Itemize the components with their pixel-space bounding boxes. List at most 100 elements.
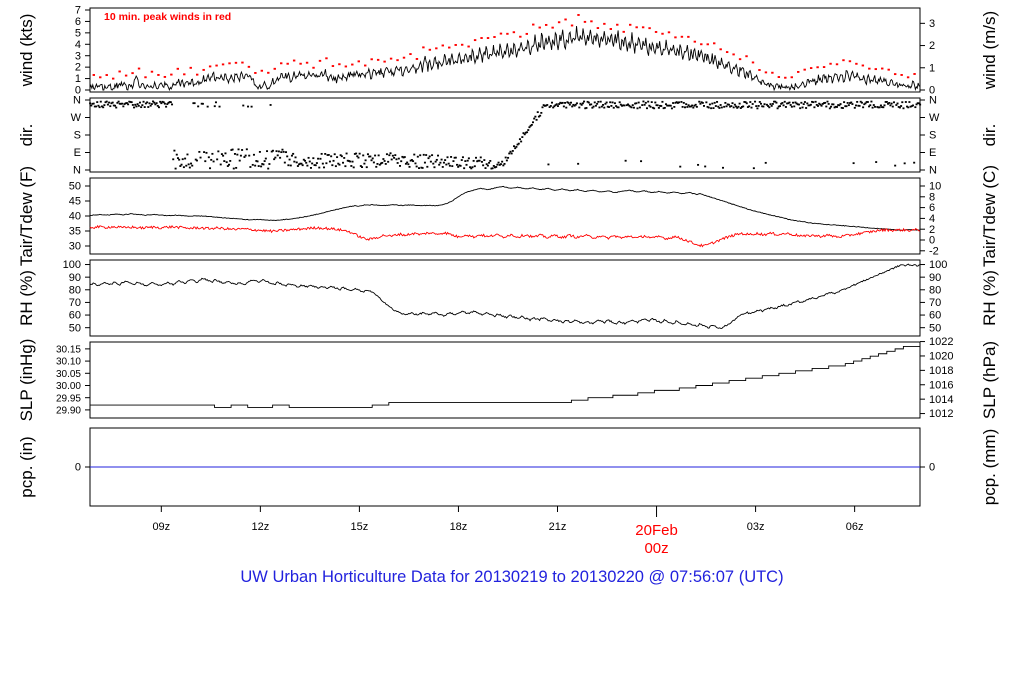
direction-dot <box>590 103 593 106</box>
direction-dot <box>197 105 200 108</box>
direction-dot <box>260 165 263 168</box>
direction-dot <box>681 105 684 108</box>
direction-dot <box>300 162 303 165</box>
direction-dot <box>542 104 545 106</box>
direction-dot <box>636 107 639 110</box>
direction-dot <box>661 100 664 103</box>
wind-peak-dot <box>228 62 231 65</box>
direction-dot <box>495 166 498 168</box>
wind-peak-dot <box>738 58 742 61</box>
direction-dot <box>167 101 170 104</box>
wind-peak-dot <box>700 43 703 46</box>
direction-dot <box>149 104 152 107</box>
direction-dot <box>250 105 253 108</box>
direction-dot <box>745 102 748 105</box>
wind-peak-dot <box>564 18 567 21</box>
direction-dot <box>471 166 474 169</box>
direction-dot <box>280 151 283 154</box>
tick-label: 1020 <box>929 351 953 363</box>
tick-label: 30.05 <box>56 369 81 380</box>
direction-dot <box>629 105 632 108</box>
direction-dot <box>521 136 524 139</box>
direction-dot <box>408 165 411 168</box>
direction-dot <box>674 101 677 104</box>
direction-dot <box>356 155 359 158</box>
x-tick-label: 03z <box>747 521 765 533</box>
direction-dot <box>95 105 98 108</box>
direction-dot <box>378 163 381 166</box>
direction-dot <box>616 106 619 109</box>
direction-dot <box>247 105 250 108</box>
tick-label: 3 <box>75 50 81 62</box>
wind-traces <box>89 14 921 92</box>
direction-dot <box>801 106 804 109</box>
tick-label: W <box>71 112 82 124</box>
direction-dot <box>579 102 582 105</box>
direction-dot <box>814 100 817 103</box>
direction-dot <box>780 102 783 105</box>
direction-dot <box>789 104 792 106</box>
tick-label: 50 <box>69 322 81 334</box>
direction-dot <box>358 152 361 155</box>
wind-peak-dot <box>176 67 180 70</box>
direction-dot <box>685 103 688 106</box>
direction-dot <box>256 160 259 163</box>
direction-dot <box>342 161 345 164</box>
direction-dot <box>545 104 548 107</box>
wind-peak-dot <box>596 27 600 29</box>
direction-dot <box>659 104 662 107</box>
direction-dot <box>148 102 151 105</box>
x-tick-label: 06z <box>846 521 864 533</box>
direction-dot <box>185 164 188 167</box>
direction-dot <box>812 101 815 104</box>
tick-label: 2 <box>75 62 81 74</box>
direction-dot <box>917 102 920 105</box>
wind-peak-dot <box>92 74 95 76</box>
direction-dot <box>194 158 197 161</box>
direction-dot <box>565 106 568 109</box>
direction-dot <box>788 101 791 104</box>
wind-peak-dot <box>124 74 128 77</box>
direction-dot <box>841 107 844 109</box>
direction-dot <box>913 161 916 164</box>
wind-peak-dot <box>305 61 309 64</box>
direction-dot <box>363 162 366 165</box>
direction-dot <box>707 106 710 109</box>
direction-dot <box>163 102 166 105</box>
direction-dot <box>473 165 476 168</box>
direction-dot <box>770 104 773 107</box>
direction-dot <box>915 103 918 106</box>
wind-peak-dot <box>409 53 412 56</box>
wind-peak-dot <box>480 37 483 39</box>
tick-label: 70 <box>929 297 941 309</box>
direction-dot <box>426 165 429 168</box>
direction-dot <box>667 104 670 107</box>
direction-dot <box>289 164 292 167</box>
direction-dot <box>617 106 620 109</box>
direction-dot <box>615 105 618 107</box>
direction-dot <box>318 166 321 169</box>
wind-peak-dot <box>822 66 826 69</box>
direction-dot <box>645 107 648 110</box>
tick-label: 0 <box>929 235 935 247</box>
direction-dot <box>232 167 235 170</box>
direction-dot <box>457 165 460 168</box>
wind-peak-dot <box>267 71 270 74</box>
direction-dot <box>622 104 625 107</box>
wind-peak-dot <box>674 36 677 39</box>
direction-dot <box>442 161 445 164</box>
direction-dot <box>833 106 836 109</box>
direction-dot <box>299 162 302 165</box>
direction-dot <box>339 154 342 157</box>
wind-peak-dot <box>131 72 134 75</box>
wind-peak-dot <box>467 45 470 48</box>
wind-peak-dot <box>512 31 516 34</box>
direction-dot <box>593 101 596 104</box>
direction-dot <box>852 162 855 165</box>
direction-dot <box>150 103 153 105</box>
direction-dot <box>276 154 279 157</box>
direction-dot <box>687 104 690 107</box>
direction-dot <box>138 101 141 104</box>
